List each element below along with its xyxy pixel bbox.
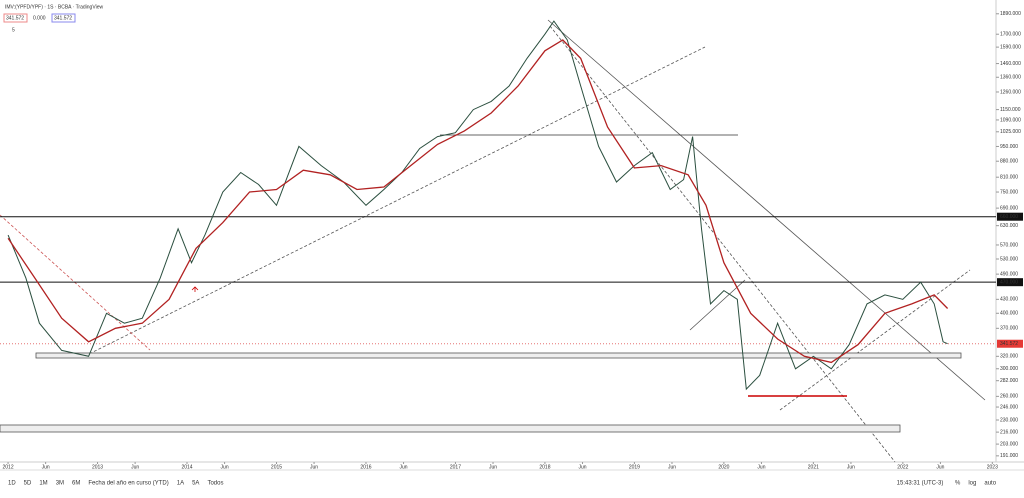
range-button[interactable]: Fecha del año en curso (YTD) xyxy=(88,481,168,487)
range-button[interactable]: 1D xyxy=(8,481,16,487)
y-tick-label: 750.000 xyxy=(1000,189,1018,195)
x-tick-label: Jun xyxy=(489,464,497,470)
price-line xyxy=(7,20,948,391)
x-tick-label: 2014 xyxy=(181,464,192,470)
x-tick-label: Jun xyxy=(221,464,229,470)
legend-box xyxy=(51,13,76,23)
y-tick-label: 370.000 xyxy=(1000,326,1018,332)
range-button[interactable]: Todos xyxy=(207,481,223,487)
clock: 15:43:31 (UTC-3) xyxy=(897,481,944,487)
axis-option[interactable]: % xyxy=(955,481,961,487)
y-tick-label: 300.000 xyxy=(1000,366,1018,372)
x-tick-label: 2019 xyxy=(629,464,640,470)
x-tick-label: Jun xyxy=(847,464,855,470)
range-button[interactable]: 1A xyxy=(177,481,184,487)
y-tick-label: 1460.000 xyxy=(1000,61,1021,67)
y-tick-label: 230.000 xyxy=(1000,417,1018,423)
plot: 1890.000 1700.000 1590.000 1460.000 1360.000… xyxy=(0,11,1023,470)
y-tick-label: 400.000 xyxy=(1000,311,1018,317)
y-tick-label: 1590.000 xyxy=(1000,44,1021,50)
x-tick-label: 2023 xyxy=(987,464,998,470)
y-tick-label: 950.000 xyxy=(1000,144,1018,150)
price-line xyxy=(7,39,949,364)
level-label: 470.000 xyxy=(1000,280,1018,286)
y-tick-label: 880.000 xyxy=(1000,159,1018,165)
legend-value: 341.572 xyxy=(6,15,24,21)
range-button[interactable]: 1M xyxy=(39,481,47,487)
axis-option[interactable]: log xyxy=(968,481,976,487)
range-button[interactable]: 3M xyxy=(56,481,64,487)
x-tick-label: Jun xyxy=(578,464,586,470)
trendline xyxy=(549,25,896,463)
trendline xyxy=(547,19,986,401)
y-tick-label: 1890.000 xyxy=(1000,11,1021,17)
x-tick-label: Jun xyxy=(400,464,408,470)
x-tick-label: 2016 xyxy=(360,464,371,470)
drawings xyxy=(0,19,986,463)
y-tick-label: 203.000 xyxy=(1000,441,1018,447)
level-tag xyxy=(997,278,1023,287)
y-tick-label: 1150.000 xyxy=(1000,107,1021,113)
y-tick-label: 1360.000 xyxy=(1000,75,1021,81)
y-tick-label: 1025.000 xyxy=(1000,129,1021,135)
support-zone xyxy=(0,424,901,433)
last-price-tag xyxy=(997,339,1023,348)
y-tick-label: 191.000 xyxy=(1000,453,1018,459)
last-price-label: 341.572 xyxy=(1000,341,1018,347)
level-tag xyxy=(997,212,1023,221)
x-tick-label: 2020 xyxy=(718,464,729,470)
x-tick-label: 2012 xyxy=(2,464,13,470)
trendline xyxy=(84,46,706,357)
y-tick-label: 1090.000 xyxy=(1000,117,1021,123)
y-tick-label: 570.000 xyxy=(1000,242,1018,248)
range-button[interactable]: 6M xyxy=(72,481,80,487)
y-tick-label: 530.000 xyxy=(1000,256,1018,262)
y-tick-label: 630.000 xyxy=(1000,223,1018,229)
trendline xyxy=(689,279,746,331)
legend-value: 0.000 xyxy=(33,15,46,21)
x-tick-label: 2013 xyxy=(92,464,103,470)
level-label: 660.000 xyxy=(1000,214,1018,220)
x-tick-label: 2018 xyxy=(539,464,550,470)
toolbar: 1D 5D 1M 3M 6M Fecha del año en curso (YTD) 1A… xyxy=(8,481,997,487)
arrow xyxy=(191,286,199,292)
y-tick-label: 282.000 xyxy=(1000,378,1018,384)
x-tick-label: 2021 xyxy=(808,464,819,470)
range-button[interactable]: 5D xyxy=(24,481,32,487)
y-tick-label: 1260.000 xyxy=(1000,89,1021,95)
y-tick-label: 246.000 xyxy=(1000,404,1018,410)
y-tick-label: 260.000 xyxy=(1000,394,1018,400)
trendline xyxy=(779,269,971,411)
y-tick-label: 810.000 xyxy=(1000,175,1018,181)
legend-box xyxy=(3,13,28,23)
range-button[interactable]: 5A xyxy=(192,481,199,487)
x-tick-label: 2015 xyxy=(271,464,282,470)
axis-option[interactable]: auto xyxy=(984,481,996,487)
y-tick-label: 1700.000 xyxy=(1000,32,1021,38)
y-tick-label: 320.000 xyxy=(1000,354,1018,360)
x-tick-label: 2022 xyxy=(897,464,908,470)
y-tick-label: 216.000 xyxy=(1000,429,1018,435)
y-tick-label: 430.000 xyxy=(1000,297,1018,303)
indicator-count[interactable]: 5 xyxy=(12,27,15,33)
x-tick-label: Jun xyxy=(757,464,765,470)
y-tick-label: 490.000 xyxy=(1000,271,1018,277)
x-tick-label: 2017 xyxy=(450,464,461,470)
x-tick-label: Jun xyxy=(131,464,139,470)
x-tick-label: Jun xyxy=(668,464,676,470)
legend-value: 341.572 xyxy=(54,15,72,21)
x-tick-label: Jun xyxy=(310,464,318,470)
symbol: IMV:(YPFD/YPF) · 1S · BCBA · TradingView xyxy=(5,4,103,10)
x-tick-label: Jun xyxy=(936,464,944,470)
support-zone xyxy=(35,352,962,359)
x-tick-label: Jun xyxy=(42,464,50,470)
y-tick-label: 690.000 xyxy=(1000,205,1018,211)
